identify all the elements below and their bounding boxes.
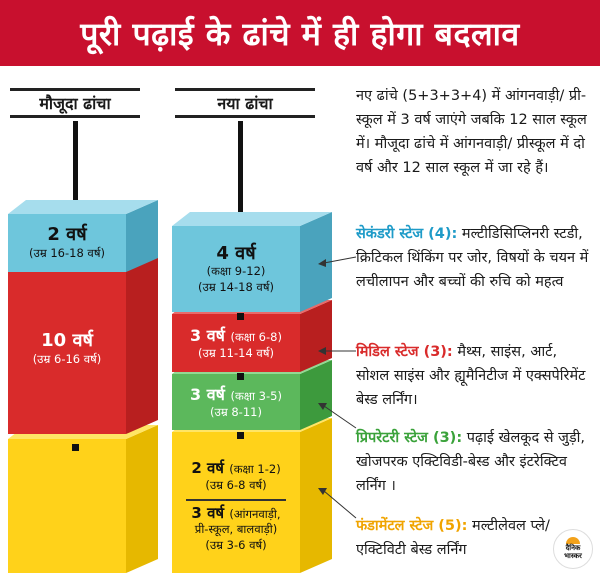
found-description: फंडामेंटल स्टेज (5): मल्टीलेवल प्ले/ एक्… [356, 514, 552, 562]
middle-stage-body: मैथ्स, साइंस, आर्ट, सोशल साइंस और ह्यूमै… [356, 344, 586, 408]
middle-age: (उम्र 11-14 वर्ष) [198, 346, 274, 361]
prep-years: 3 वर्ष [190, 385, 225, 405]
current-10yr-age: (उम्र 6-16 वर्ष) [32, 352, 102, 367]
current-2yr-years: 2 वर्ष [47, 224, 87, 246]
logo-line2: भास्कर [564, 552, 582, 560]
arrow-preparatory-icon [318, 403, 357, 429]
new-structure-header: नया ढांचा [175, 88, 315, 118]
dainik-bhaskar-logo: दैनिक भास्कर [553, 529, 593, 569]
found-stage-title: फंडामेंटल स्टेज (5): [356, 518, 468, 534]
middle-description: मिडिल स्टेज (3): मैथ्स, साइंस, आर्ट, सोश… [356, 340, 594, 412]
middle-class: (कक्षा 6-8) [230, 330, 282, 345]
prep-age: (उम्र 8-11) [210, 405, 262, 420]
intro-text: नए ढांचे (5+3+3+4) में आंगनवाड़ी/ प्री-स… [356, 88, 587, 176]
current-block-school-10yr: 10 वर्ष (उम्र 6-16 वर्ष) [8, 250, 158, 434]
new-stack-pole [238, 121, 243, 216]
current-structure-header: मौजूदा ढांचा [10, 88, 140, 118]
arrow-secondary-icon [318, 256, 357, 267]
found-a-years: 2 वर्ष [191, 459, 224, 477]
prep-class: (कक्षा 3-5) [230, 389, 282, 404]
secondary-stage-title: सेकंडरी स्टेज (4): [356, 226, 458, 242]
new-divider-dot-2 [237, 373, 244, 380]
secondary-years: 4 वर्ष [216, 242, 256, 264]
new-block-secondary: 4 वर्ष (कक्षा 9-12) (उम्र 14-18 वर्ष) [172, 212, 332, 312]
page-title: पूरी पढ़ाई के ढांचे में ही होगा बदलाव [0, 0, 600, 66]
foundational-divider [186, 498, 286, 501]
middle-years: 3 वर्ष [190, 326, 225, 346]
middle-stage-title: मिडिल स्टेज (3): [356, 344, 453, 360]
prep-description: प्रिपरेटरी स्टेज (3): पढ़ाई खेलकूद से जु… [356, 426, 594, 498]
secondary-class: (कक्षा 9-12) [206, 264, 266, 279]
found-b-line2: प्री-स्कूल, बालवाड़ी) [194, 522, 278, 537]
secondary-stage-body: मल्टीडिसिप्लिनरी स्टडी, क्रिटिकल थिंकिंग… [356, 226, 589, 290]
new-divider-dot-3 [237, 432, 244, 439]
new-block-foundational: 2 वर्ष (कक्षा 1-2) (उम्र 6-8 वर्ष) 3 वर्… [172, 418, 332, 573]
found-a-class: (कक्षा 1-2) [229, 462, 281, 476]
current-block-senior-2yr: 2 वर्ष (उम्र 16-18 वर्ष) [8, 200, 158, 272]
found-a-age: (उम्र 6-8 वर्ष) [205, 478, 267, 492]
prep-stage-title: प्रिपरेटरी स्टेज (3): [356, 430, 463, 446]
current-divider-dot-1 [72, 444, 79, 451]
prep-stage-body: पढ़ाई खेलकूद से जुड़ी, खोजपरक एक्टिविडी-… [356, 430, 586, 494]
found-b-age: (उम्र 3-6 वर्ष) [205, 537, 267, 552]
found-b-years: 3 वर्ष [191, 503, 225, 522]
secondary-description: सेकंडरी स्टेज (4): मल्टीडिसिप्लिनरी स्टड… [356, 222, 594, 294]
arrow-middle-icon [318, 347, 356, 355]
new-divider-dot-1 [237, 313, 244, 320]
current-block-preschool [8, 425, 158, 573]
current-2yr-age: (उम्र 16-18 वर्ष) [29, 246, 105, 261]
found-stage-body: मल्टीलेवल प्ले/ एक्टिविटी बेस्ड लर्निंग [356, 518, 550, 558]
found-b-line1: (आंगनवाड़ी, [229, 506, 281, 521]
secondary-age: (उम्र 14-18 वर्ष) [198, 279, 274, 294]
sun-icon [566, 537, 580, 545]
current-10yr-years: 10 वर्ष [41, 330, 93, 352]
arrow-foundational-icon [318, 488, 357, 519]
current-stack-pole [73, 121, 78, 231]
logo-line1: दैनिक [565, 544, 581, 553]
